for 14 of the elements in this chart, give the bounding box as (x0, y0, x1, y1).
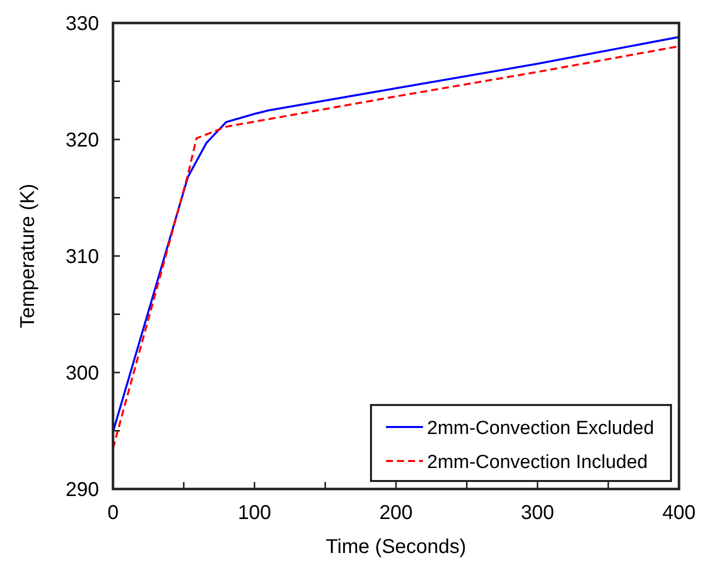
y-tick-label: 320 (66, 130, 99, 152)
y-tick-label: 290 (66, 479, 99, 501)
y-tick-label: 330 (66, 13, 99, 35)
y-tick-label: 300 (66, 362, 99, 384)
legend-label: 2mm-Convection Excluded (427, 418, 654, 439)
x-axis-title: Time (Seconds) (326, 536, 466, 558)
y-axis-title: Temperature (K) (17, 184, 39, 328)
x-tick-label: 0 (107, 502, 119, 524)
x-tick-label: 200 (379, 502, 413, 524)
y-tick-label: 310 (66, 246, 99, 268)
x-tick-label: 300 (520, 502, 554, 524)
x-tick-label: 400 (662, 502, 696, 524)
x-tick-label: 100 (238, 502, 272, 524)
legend-label: 2mm-Convection Included (427, 452, 648, 473)
